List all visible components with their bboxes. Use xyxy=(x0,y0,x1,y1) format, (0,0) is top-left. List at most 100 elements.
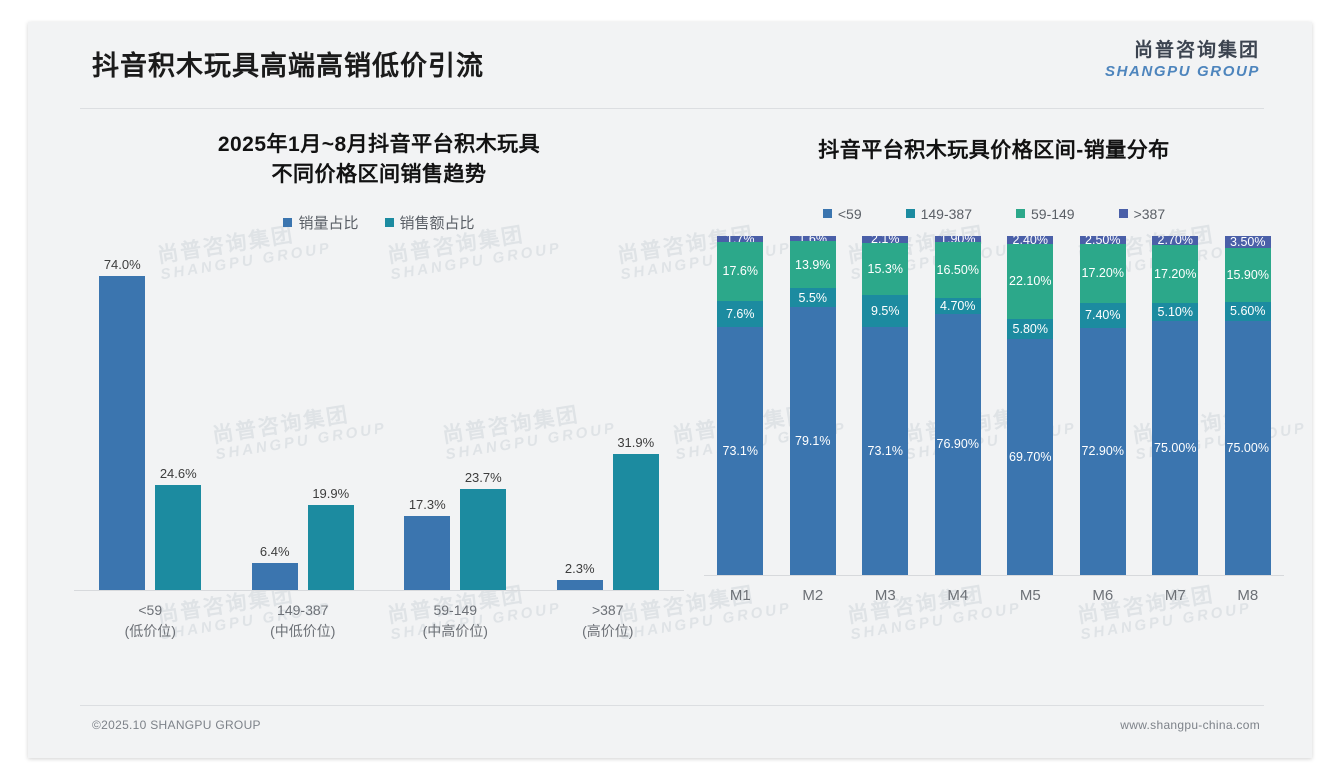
stacked-bar-column[interactable]: 76.90% 4.70% 16.50% 1.90% xyxy=(922,235,995,575)
bar[interactable] xyxy=(307,505,354,590)
stacked-bar-column[interactable]: 79.1% 5.5% 13.9% 1.6% xyxy=(777,235,850,575)
stack-segment-label: 16.50% xyxy=(936,263,979,278)
stack-segment[interactable]: 22.10% xyxy=(1007,243,1054,319)
bar[interactable] xyxy=(556,579,603,590)
bar-value-label: 17.3% xyxy=(408,497,446,513)
stack-segment-label: 75.00% xyxy=(1226,440,1269,455)
xaxis-tick-label: M7 xyxy=(1164,586,1186,604)
bar[interactable] xyxy=(460,489,507,590)
bar-column[interactable]: 6.4% xyxy=(251,251,298,590)
bar-column[interactable]: 23.7% xyxy=(460,251,507,590)
stack-segment-label: 15.3% xyxy=(867,261,903,276)
stack-segment[interactable]: 15.3% xyxy=(862,242,909,295)
stack-segment[interactable]: 79.1% xyxy=(789,306,836,575)
bar[interactable] xyxy=(99,276,146,590)
left-chart-baseline xyxy=(74,589,684,591)
right-legend-item[interactable]: >387 xyxy=(1118,206,1165,222)
stack-segment[interactable]: 17.20% xyxy=(1079,244,1126,303)
stack-segment[interactable]: 17.6% xyxy=(717,241,764,302)
bar-value-label: 31.9% xyxy=(617,435,655,451)
bar-column[interactable]: 24.6% xyxy=(155,251,202,590)
bar-column[interactable]: 2.3% xyxy=(556,251,603,590)
left-legend-item[interactable]: 销量占比 xyxy=(283,212,359,233)
stack-segment[interactable]: 16.50% xyxy=(934,242,981,299)
stack-segment[interactable]: 1.7% xyxy=(717,235,764,242)
stack-segment[interactable]: 73.1% xyxy=(717,327,764,575)
stacked-bar[interactable]: 69.70% 5.80% 22.10% 2.40% xyxy=(1007,235,1054,575)
stacked-bar[interactable]: 79.1% 5.5% 13.9% 1.6% xyxy=(789,235,836,575)
page-title: 抖音积木玩具高端高销低价引流 xyxy=(92,51,484,81)
bar-value-label: 24.6% xyxy=(159,466,197,482)
stack-segment[interactable]: 7.40% xyxy=(1079,302,1126,328)
stack-segment[interactable]: 72.90% xyxy=(1079,327,1126,575)
left-legend-item[interactable]: 销售额占比 xyxy=(384,212,475,233)
stack-segment[interactable]: 2.40% xyxy=(1007,235,1054,244)
stack-segment[interactable]: 75.00% xyxy=(1224,320,1271,575)
right-chart-title-line1: 抖音平台积木玩具价格区间-销量分布 xyxy=(818,139,1170,162)
stack-segment[interactable]: 5.5% xyxy=(789,288,836,307)
stack-segment[interactable]: 15.90% xyxy=(1224,247,1271,302)
stack-segment[interactable]: 7.6% xyxy=(717,301,764,328)
stack-segment[interactable]: 2.50% xyxy=(1079,235,1126,245)
xaxis-tick-label: M8 xyxy=(1237,586,1259,604)
left-chart-legend: 销量占比 销售额占比 xyxy=(74,212,684,233)
stack-segment[interactable]: 1.6% xyxy=(789,235,836,242)
left-chart-plot: 74.0% 24.6% 6.4% 19.9% 17.3% 23.7% 2.3% 31.9% xyxy=(74,251,684,591)
stacked-bar-column[interactable]: 72.90% 7.40% 17.20% 2.50% xyxy=(1067,235,1140,575)
stack-segment[interactable]: 76.90% xyxy=(934,314,981,575)
bar[interactable] xyxy=(404,516,451,590)
stack-segment-label: 5.80% xyxy=(1012,321,1048,336)
stack-segment[interactable]: 1.90% xyxy=(934,235,981,243)
stacked-bar-column[interactable]: 75.00% 5.10% 17.20% 2.70% xyxy=(1139,235,1212,575)
stack-segment[interactable]: 9.5% xyxy=(862,294,909,328)
stack-segment-label: 75.00% xyxy=(1154,440,1197,455)
stacked-bar[interactable]: 75.00% 5.60% 15.90% 3.50% xyxy=(1224,235,1271,575)
bar-column[interactable]: 31.9% xyxy=(612,251,659,590)
stack-segment[interactable]: 17.20% xyxy=(1152,244,1199,304)
stack-segment[interactable]: 5.80% xyxy=(1007,318,1054,339)
stack-segment[interactable]: 2.1% xyxy=(862,235,909,243)
stack-segment-label: 9.5% xyxy=(871,303,900,318)
stacked-bar[interactable]: 75.00% 5.10% 17.20% 2.70% xyxy=(1152,235,1199,575)
stacked-bar[interactable]: 76.90% 4.70% 16.50% 1.90% xyxy=(934,235,981,575)
stack-segment-label: 69.70% xyxy=(1009,449,1052,464)
stack-segment[interactable]: 4.70% xyxy=(934,298,981,315)
logo-chinese-name: 尚普咨询集团 xyxy=(1133,40,1260,61)
stack-segment[interactable]: 13.9% xyxy=(789,241,836,289)
bar[interactable] xyxy=(612,454,659,590)
footer-website: www.shangpu-china.com xyxy=(1120,718,1260,732)
stacked-bar[interactable]: 73.1% 7.6% 17.6% 1.7% xyxy=(717,235,764,575)
stacked-bar[interactable]: 73.1% 9.5% 15.3% 2.1% xyxy=(862,235,909,575)
legend-label: 59-149 xyxy=(1031,205,1075,222)
right-legend-item[interactable]: 149-387 xyxy=(905,206,972,222)
stacked-bar[interactable]: 72.90% 7.40% 17.20% 2.50% xyxy=(1079,235,1126,575)
legend-label: <59 xyxy=(837,205,862,222)
bar[interactable] xyxy=(251,562,298,590)
xaxis-tick-label: M6 xyxy=(1092,586,1114,604)
stack-segment-label: 2.1% xyxy=(871,235,900,243)
stack-segment[interactable]: 3.50% xyxy=(1224,235,1271,248)
stack-segment[interactable]: 5.60% xyxy=(1224,301,1271,321)
stack-segment[interactable]: 75.00% xyxy=(1152,320,1199,575)
right-legend-item[interactable]: <59 xyxy=(822,205,862,222)
bar-group: 2.3% 31.9% xyxy=(532,251,685,590)
xaxis-tick-label: >387 (高价位) xyxy=(582,601,634,639)
right-legend-item[interactable]: 59-149 xyxy=(1016,206,1075,222)
stack-segment[interactable]: 73.1% xyxy=(862,327,909,575)
stacked-bar-column[interactable]: 73.1% 9.5% 15.3% 2.1% xyxy=(849,235,922,575)
bar-column[interactable]: 19.9% xyxy=(307,251,354,590)
stack-segment[interactable]: 69.70% xyxy=(1007,338,1054,575)
bar[interactable] xyxy=(155,485,202,590)
stacked-bar-column[interactable]: 69.70% 5.80% 22.10% 2.40% xyxy=(994,235,1067,575)
stack-segment[interactable]: 2.70% xyxy=(1152,235,1199,245)
left-chart-title-line1: 2025年1月~8月抖音平台积木玩具 xyxy=(217,133,541,156)
stack-segment[interactable]: 5.10% xyxy=(1152,303,1199,321)
bar-column[interactable]: 17.3% xyxy=(404,251,451,590)
stacked-bar-column[interactable]: 75.00% 5.60% 15.90% 3.50% xyxy=(1212,235,1285,575)
stacked-bar-column[interactable]: 73.1% 7.6% 17.6% 1.7% xyxy=(704,235,777,575)
right-chart-baseline xyxy=(704,574,1284,576)
bar-value-label: 74.0% xyxy=(103,257,141,273)
bar-group: 6.4% 19.9% xyxy=(227,251,380,590)
stack-segment-label: 7.6% xyxy=(726,307,755,322)
bar-column[interactable]: 74.0% xyxy=(99,251,146,590)
